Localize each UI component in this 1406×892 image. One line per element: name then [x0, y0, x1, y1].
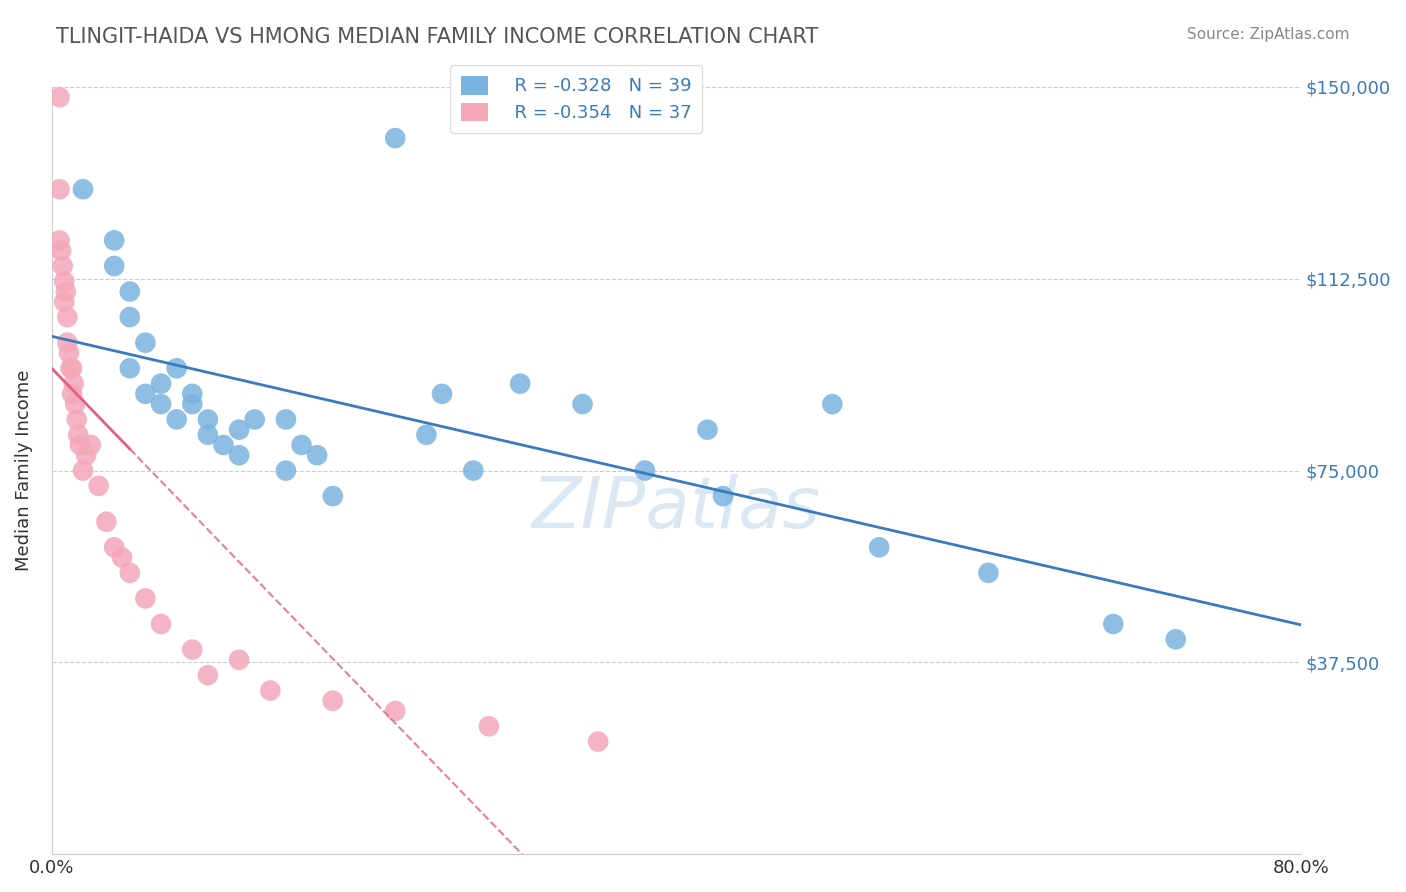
- Point: [103, 259, 125, 273]
- Point: [150, 617, 173, 632]
- Legend:   R = -0.328   N = 39,   R = -0.354   N = 37: R = -0.328 N = 39, R = -0.354 N = 37: [450, 65, 702, 133]
- Point: [72, 182, 94, 196]
- Point: [696, 423, 718, 437]
- Point: [197, 668, 219, 682]
- Point: [212, 438, 235, 452]
- Point: [67, 427, 90, 442]
- Point: [118, 285, 141, 299]
- Point: [118, 566, 141, 580]
- Point: [977, 566, 1000, 580]
- Point: [69, 438, 91, 452]
- Point: [96, 515, 118, 529]
- Point: [72, 464, 94, 478]
- Point: [509, 376, 531, 391]
- Point: [1102, 617, 1125, 632]
- Point: [66, 412, 89, 426]
- Point: [166, 361, 188, 376]
- Point: [53, 294, 76, 309]
- Point: [415, 427, 437, 442]
- Text: TLINGIT-HAIDA VS HMONG MEDIAN FAMILY INCOME CORRELATION CHART: TLINGIT-HAIDA VS HMONG MEDIAN FAMILY INC…: [56, 27, 818, 46]
- Point: [197, 427, 219, 442]
- Point: [52, 259, 75, 273]
- Text: Source: ZipAtlas.com: Source: ZipAtlas.com: [1187, 27, 1350, 42]
- Point: [150, 397, 173, 411]
- Point: [59, 361, 82, 376]
- Point: [430, 387, 453, 401]
- Point: [134, 387, 156, 401]
- Point: [197, 412, 219, 426]
- Point: [384, 704, 406, 718]
- Point: [48, 234, 70, 248]
- Point: [60, 387, 83, 401]
- Point: [111, 550, 134, 565]
- Point: [58, 346, 80, 360]
- Point: [166, 412, 188, 426]
- Text: ZIPatlas: ZIPatlas: [531, 475, 821, 543]
- Point: [134, 335, 156, 350]
- Point: [63, 397, 86, 411]
- Point: [586, 734, 609, 748]
- Point: [290, 438, 312, 452]
- Point: [384, 131, 406, 145]
- Point: [60, 361, 83, 376]
- Point: [228, 653, 250, 667]
- Point: [49, 244, 72, 258]
- Point: [463, 464, 485, 478]
- Point: [322, 489, 344, 503]
- Point: [62, 376, 84, 391]
- Point: [56, 310, 79, 325]
- Point: [868, 541, 890, 555]
- Point: [48, 182, 70, 196]
- Point: [80, 438, 103, 452]
- Point: [55, 285, 77, 299]
- Point: [118, 361, 141, 376]
- Point: [103, 234, 125, 248]
- Point: [134, 591, 156, 606]
- Point: [634, 464, 657, 478]
- Point: [228, 423, 250, 437]
- Point: [181, 642, 204, 657]
- Point: [150, 376, 173, 391]
- Point: [228, 448, 250, 462]
- Point: [571, 397, 593, 411]
- Point: [53, 274, 76, 288]
- Point: [259, 683, 281, 698]
- Point: [274, 412, 297, 426]
- Point: [478, 719, 501, 733]
- Point: [307, 448, 329, 462]
- Point: [821, 397, 844, 411]
- Point: [48, 90, 70, 104]
- Point: [181, 387, 204, 401]
- Point: [87, 479, 110, 493]
- Point: [181, 397, 204, 411]
- Point: [56, 335, 79, 350]
- Point: [118, 310, 141, 325]
- Point: [103, 541, 125, 555]
- Point: [243, 412, 266, 426]
- Point: [274, 464, 297, 478]
- Point: [1164, 632, 1187, 647]
- Y-axis label: Median Family Income: Median Family Income: [15, 370, 32, 571]
- Point: [75, 448, 97, 462]
- Point: [711, 489, 734, 503]
- Point: [322, 694, 344, 708]
